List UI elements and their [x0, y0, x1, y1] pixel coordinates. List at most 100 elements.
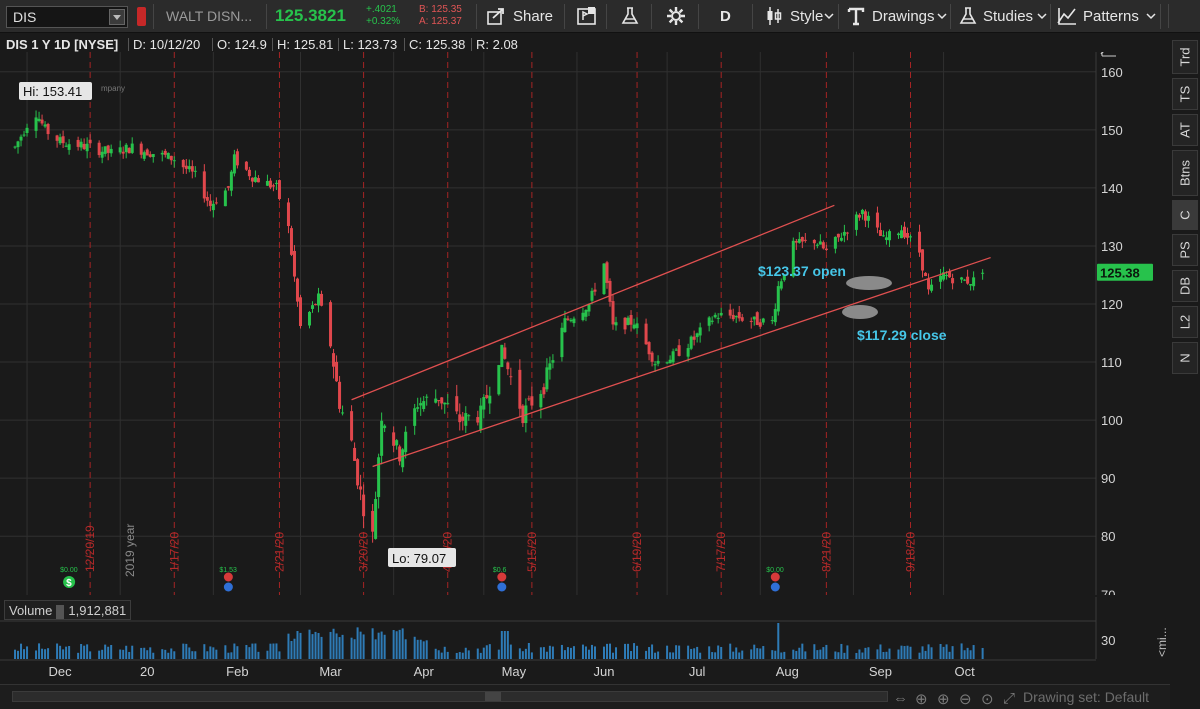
volume-bar — [38, 643, 41, 659]
scale-icon[interactable] — [1100, 52, 1121, 55]
volume-bar — [563, 650, 566, 659]
trend-channel-line[interactable] — [372, 256, 991, 468]
candle-body — [605, 262, 609, 283]
side-tab-at[interactable]: AT — [1172, 114, 1198, 146]
text-tool-icon[interactable] — [846, 6, 866, 26]
zoom-out-icon[interactable]: ⊖ — [959, 691, 972, 708]
share-icon[interactable] — [486, 6, 508, 26]
volume-bar — [17, 650, 20, 659]
volume-bar — [224, 645, 227, 659]
candle-body — [626, 317, 630, 325]
volume-chart[interactable]: 30 <mi... — [0, 597, 1170, 659]
earnings-icon[interactable] — [497, 582, 507, 592]
candle-body — [878, 230, 882, 236]
side-tab-btns[interactable]: Btns — [1172, 150, 1198, 196]
earnings-icon[interactable] — [770, 582, 780, 592]
divider — [128, 38, 129, 51]
flag-note-icon[interactable] — [576, 6, 598, 26]
side-tab-ps[interactable]: PS — [1172, 234, 1198, 266]
dividend-icon[interactable] — [223, 572, 233, 582]
scrollbar-thumb[interactable] — [485, 692, 501, 701]
volume-bar — [275, 643, 278, 659]
volume-bar — [161, 649, 164, 659]
zoom-reset-icon[interactable]: ⊙ — [981, 691, 994, 708]
gear-icon[interactable] — [666, 6, 686, 26]
crosshair-icon[interactable]: ⊕ — [915, 691, 928, 708]
volume-bar — [488, 644, 491, 659]
volume-bar — [909, 646, 912, 659]
volume-bar — [879, 644, 882, 659]
candle-body — [277, 180, 281, 200]
studies-button[interactable]: Studies — [983, 8, 1034, 25]
volume-bar — [77, 652, 80, 659]
patterns-button[interactable]: Patterns — [1083, 8, 1139, 25]
flask-icon[interactable] — [620, 6, 640, 26]
volume-bar — [548, 645, 551, 659]
volume-bar — [792, 649, 795, 659]
candle-body — [948, 271, 952, 278]
volume-bar — [404, 639, 407, 659]
candle-body — [530, 396, 534, 406]
date-axis-label: Sep — [869, 664, 892, 679]
volume-bar — [819, 649, 822, 659]
chevron-down-icon[interactable] — [824, 12, 834, 20]
horizontal-scrollbar[interactable] — [12, 691, 888, 702]
expand-icon[interactable]: ⤢ — [1003, 690, 1016, 707]
side-tab-ts[interactable]: TS — [1172, 78, 1198, 110]
volume-bar — [80, 644, 83, 659]
side-tab-trd[interactable]: Trd — [1172, 40, 1198, 74]
earnings-icon[interactable] — [223, 582, 233, 592]
candle-style-icon[interactable] — [764, 6, 784, 26]
chevron-down-icon[interactable] — [1037, 12, 1047, 20]
volume-bar — [338, 637, 341, 659]
event-icons[interactable]: $0.00 $ $1.53 $0.6 $0.00 — [60, 567, 784, 592]
symbol-selector[interactable]: DIS — [6, 6, 128, 28]
candle-body — [271, 185, 275, 187]
volume-bar — [630, 651, 633, 659]
style-button[interactable]: Style — [790, 8, 824, 25]
drawing-set-label[interactable]: Drawing set: Default — [1023, 689, 1150, 705]
dividend-icon[interactable] — [63, 576, 76, 588]
volume-bar — [774, 650, 777, 659]
drawings-button[interactable]: Drawings — [872, 8, 935, 25]
volume-bar — [356, 627, 359, 659]
expiration-label: 2/21/20 — [272, 532, 286, 572]
candle-body — [800, 236, 804, 242]
more-toolbar-icon[interactable] — [1168, 4, 1194, 28]
side-tab-l2[interactable]: L2 — [1172, 306, 1198, 338]
candle-body — [695, 333, 699, 338]
dividend-icon[interactable] — [770, 572, 780, 582]
candle-body — [359, 486, 363, 490]
candle-body — [443, 402, 447, 405]
volume-bar — [593, 646, 596, 659]
candle-body — [644, 323, 648, 345]
trend-channel-line[interactable] — [351, 204, 835, 401]
link-group-icon[interactable] — [137, 7, 146, 26]
candle-body — [906, 233, 909, 238]
chevron-down-icon[interactable] — [109, 9, 125, 25]
share-button[interactable]: Share — [513, 8, 554, 25]
chevron-down-icon[interactable] — [937, 12, 947, 20]
volume-bar — [717, 645, 720, 659]
chevron-down-icon[interactable] — [1146, 12, 1156, 20]
candle-body — [924, 272, 928, 277]
side-tab-n[interactable]: N — [1172, 342, 1198, 374]
candle-body — [350, 411, 354, 441]
zoom-in-icon[interactable]: ⊕ — [937, 691, 950, 708]
candle-body — [635, 323, 639, 329]
volume-bar — [648, 647, 651, 659]
pan-arrows-icon[interactable]: ⇔ — [893, 690, 908, 707]
patterns-icon[interactable] — [1056, 6, 1078, 26]
candle-body — [338, 381, 342, 409]
event-value-label: $0.6 — [493, 567, 507, 574]
candle-body — [43, 124, 47, 127]
side-tab-c[interactable]: C — [1172, 200, 1198, 230]
aggregation-button[interactable]: D — [720, 8, 731, 25]
price-chart[interactable]: 12/20/191/17/202/21/203/20/204/17/205/15… — [0, 52, 1170, 595]
volume-axis-tick: 30 — [1101, 633, 1115, 648]
volume-bar — [44, 649, 47, 659]
side-tab-db[interactable]: DB — [1172, 270, 1198, 302]
volume-bar — [476, 648, 479, 659]
dividend-icon[interactable] — [497, 572, 507, 582]
flask-icon[interactable] — [958, 6, 978, 26]
